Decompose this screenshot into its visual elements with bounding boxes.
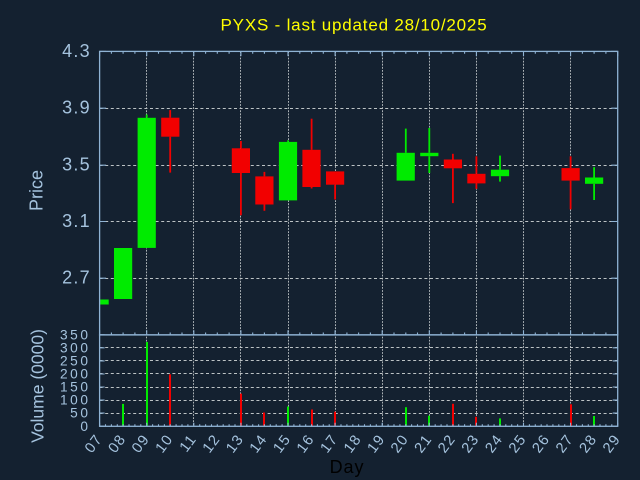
svg-text:200: 200 (60, 367, 91, 382)
svg-text:0: 0 (80, 419, 90, 434)
svg-text:PYXS - last updated 28/10/2025: PYXS - last updated 28/10/2025 (221, 16, 488, 35)
svg-text:3.5: 3.5 (62, 155, 91, 175)
svg-text:300: 300 (60, 340, 91, 355)
svg-text:3.1: 3.1 (62, 211, 91, 231)
svg-text:Day: Day (330, 457, 365, 477)
svg-text:150: 150 (60, 380, 91, 395)
svg-text:Volume (0000): Volume (0000) (28, 329, 48, 443)
svg-text:Price: Price (27, 170, 47, 211)
svg-text:4.3: 4.3 (62, 41, 91, 61)
svg-text:100: 100 (60, 393, 91, 408)
svg-text:350: 350 (60, 327, 91, 342)
svg-text:250: 250 (60, 354, 91, 369)
svg-text:50: 50 (70, 406, 90, 421)
svg-text:2.7: 2.7 (62, 268, 91, 288)
svg-text:3.9: 3.9 (62, 98, 91, 118)
